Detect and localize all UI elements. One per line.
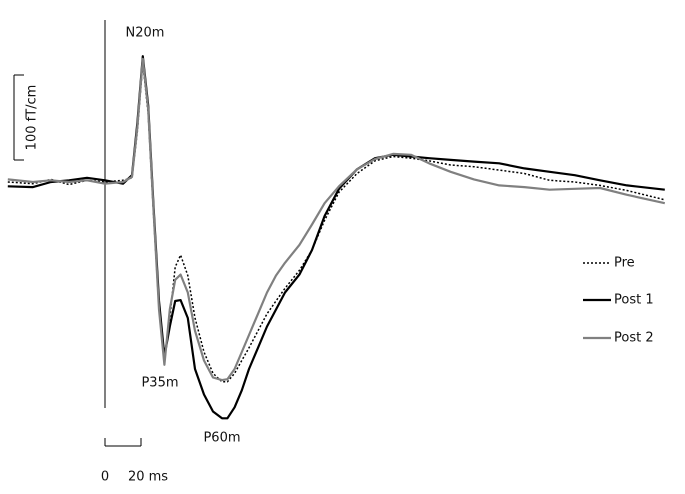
legend-label: Post 1 — [614, 293, 654, 308]
annotation: P60m — [203, 431, 240, 446]
x-scale-label: 0 — [101, 470, 109, 485]
series-line — [7, 57, 666, 382]
legend-label: Post 2 — [614, 331, 654, 346]
series-line — [7, 55, 665, 420]
x-scale-label: 20 ms — [128, 470, 168, 485]
y-scale-label: 100 fT/cm — [25, 85, 40, 151]
legend-label: Pre — [614, 256, 635, 271]
annotation: N20m — [126, 26, 165, 41]
annotation: P35m — [141, 376, 178, 391]
series-line — [7, 62, 665, 383]
